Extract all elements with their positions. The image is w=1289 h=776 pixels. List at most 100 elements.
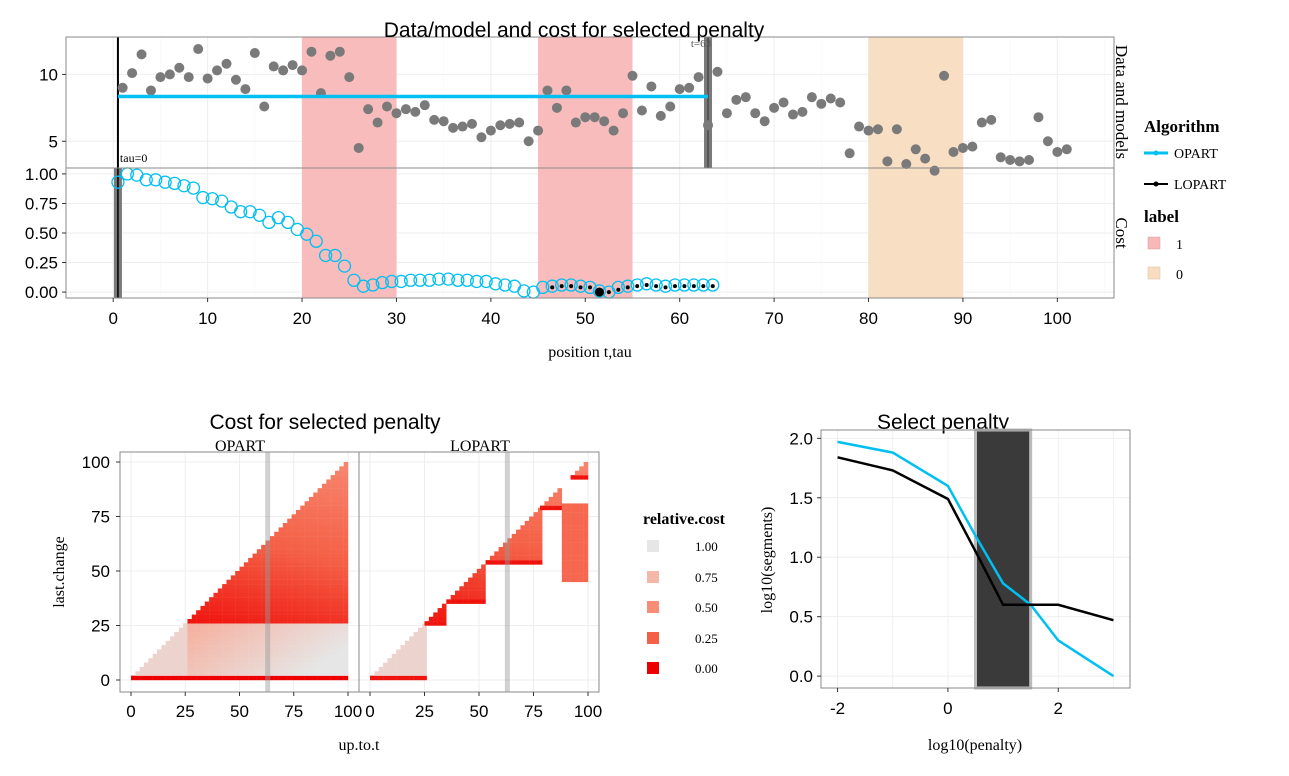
- heatmap-cell: [387, 666, 392, 672]
- heatmap-cell: [317, 553, 323, 559]
- heatmap-cell: [144, 662, 149, 668]
- opart-cost-point: [234, 205, 248, 219]
- heatmap-cell: [476, 573, 482, 578]
- heatmap-cell: [516, 551, 521, 556]
- heatmap-cell: [378, 671, 384, 676]
- heatmap-cell: [583, 470, 589, 476]
- heatmap-cell: [256, 584, 262, 589]
- data-point: [665, 101, 676, 112]
- heatmap-cell: [248, 653, 253, 659]
- data-point: [183, 72, 194, 83]
- heatmap-cell: [265, 584, 271, 589]
- heatmap-cell: [330, 584, 336, 589]
- heatmap-cell: [248, 557, 253, 563]
- lopart-cost-point: [588, 285, 592, 290]
- heatmap-cell: [300, 575, 305, 580]
- heatmap-cell: [287, 649, 292, 655]
- heatmap-cell: [570, 529, 576, 535]
- heatmap-cell: [235, 653, 240, 659]
- heatmap-cell: [295, 618, 301, 624]
- heatmap-cell: [213, 610, 218, 615]
- heatmap-cell: [481, 581, 486, 587]
- heatmap-cell: [455, 599, 460, 604]
- heatmap-cell: [417, 666, 423, 672]
- heatmap-cell: [187, 623, 192, 628]
- heatmap-cell: [183, 658, 188, 663]
- heatmap-cell: [217, 640, 223, 646]
- heatmap-cell: [343, 640, 349, 646]
- heatmap-cell: [339, 579, 344, 585]
- heatmap-cell: [334, 557, 340, 563]
- heatmap-cell: [252, 557, 258, 563]
- heatmap-cell: [209, 627, 214, 633]
- heatmap-cell: [269, 575, 275, 580]
- opart-cost-point: [309, 234, 323, 248]
- heatmap-cell: [230, 627, 236, 633]
- heatmap-cell: [222, 597, 227, 602]
- heatmap-cell: [187, 636, 192, 641]
- heatmap-cell: [278, 557, 284, 563]
- heatmap-cell: [265, 588, 271, 593]
- heatmap-cell: [339, 566, 344, 572]
- heatmap-cell: [533, 520, 539, 526]
- heatmap-cell: [308, 540, 314, 546]
- heatmap-cell: [339, 658, 344, 663]
- heatmap-cell: [579, 512, 584, 517]
- heatmap-cell: [441, 621, 447, 626]
- heatmap-cell: [265, 592, 271, 598]
- heatmap-cell: [334, 501, 340, 506]
- heatmap-cell: [308, 505, 314, 511]
- top-x-tick-label: 0: [108, 309, 117, 328]
- heatmap-cell: [308, 597, 314, 602]
- heatmap-cell: [291, 675, 297, 681]
- heatmap-cell: [222, 584, 227, 589]
- heatmap-cell: [200, 649, 205, 655]
- heatmap-cell: [339, 466, 344, 471]
- heatmap-cell: [230, 662, 236, 668]
- heatmap-cell: [343, 544, 349, 550]
- heatmap-cell: [339, 632, 344, 637]
- heatmap-cell: [217, 632, 223, 637]
- heatmap-cell: [295, 571, 301, 576]
- heatmap-cell: [161, 653, 166, 659]
- data-point: [249, 48, 260, 59]
- heatmap-cell: [183, 653, 188, 659]
- opart-cost-point: [356, 279, 371, 293]
- data-point: [410, 106, 421, 117]
- heatmap-cell: [300, 649, 305, 655]
- heatmap-cell: [226, 605, 232, 611]
- heatmap-cell: [204, 640, 210, 646]
- heatmap-cell: [339, 557, 344, 563]
- heatmap-cell: [269, 610, 275, 615]
- heatmap-cell: [422, 632, 427, 637]
- heatmap-cell: [187, 653, 192, 659]
- heatmap-cell: [330, 549, 336, 554]
- heatmap-cell: [400, 649, 406, 655]
- heatmap-cell: [222, 592, 227, 598]
- lopart-cost-point: [710, 284, 715, 289]
- heatmap-cell: [459, 586, 464, 591]
- heatmap-cell: [516, 529, 521, 535]
- legend-label-1-swatch: [1147, 236, 1161, 250]
- heatmap-cell: [343, 566, 349, 572]
- heatmap-cell: [583, 547, 589, 552]
- data-point: [466, 118, 477, 129]
- heatmap-cell: [321, 579, 327, 585]
- data-point: [419, 100, 430, 111]
- heatmap-cell: [209, 640, 214, 646]
- heatmap-cell: [321, 523, 327, 528]
- heatmap-cell: [274, 666, 279, 672]
- heatmap-cell: [524, 560, 530, 565]
- heatmap-cell: [566, 520, 571, 526]
- penalty-y-tick-label: 1.5: [789, 489, 813, 508]
- heatmap-cell: [287, 518, 292, 524]
- heatmap-cell: [313, 584, 318, 589]
- heatmap-cell: [282, 597, 288, 602]
- heatmap-cell: [313, 501, 318, 506]
- data-point: [872, 124, 883, 135]
- heatmap-gridlines: [120, 452, 599, 692]
- heatmap-cell: [239, 623, 245, 628]
- heatmap-cell: [295, 592, 301, 598]
- heatmap-cell: [437, 608, 443, 613]
- heatmap-cell: [304, 671, 310, 676]
